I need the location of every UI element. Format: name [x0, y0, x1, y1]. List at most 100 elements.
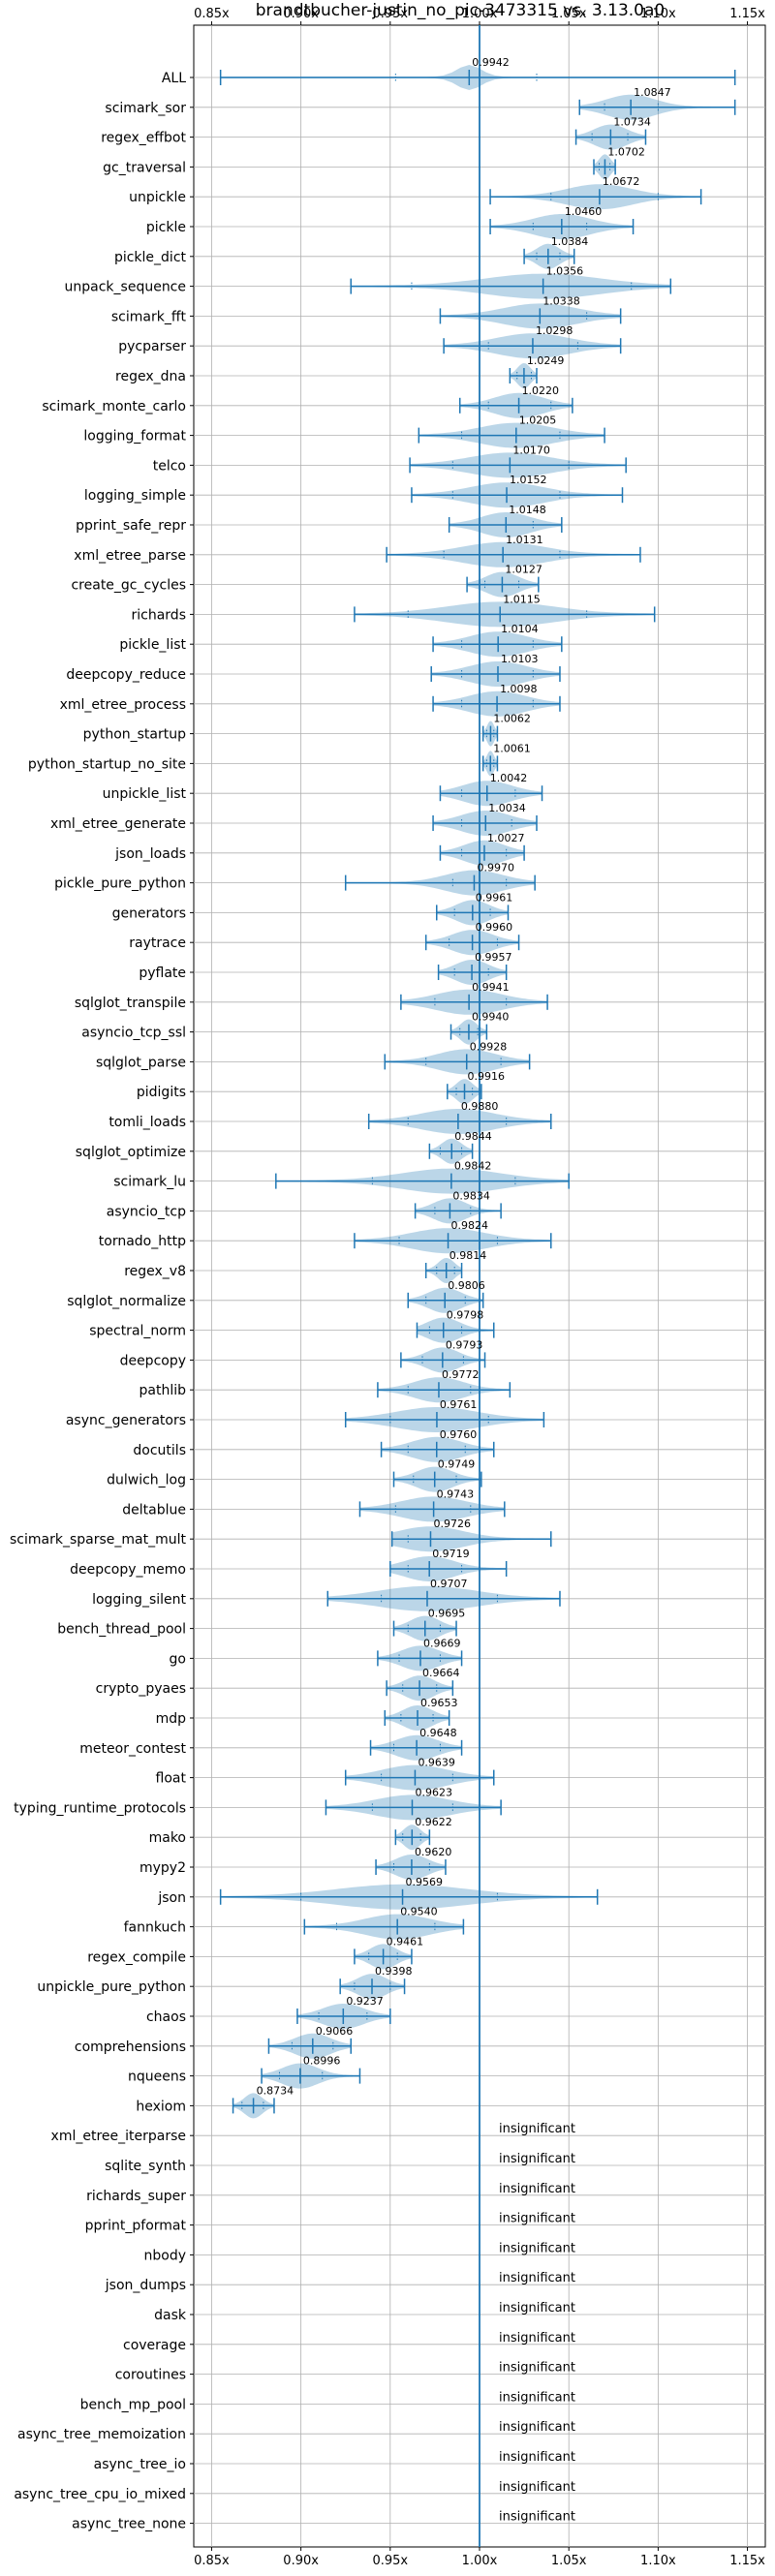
y-tick-label: xml_etree_process	[60, 697, 186, 713]
x-tick-label-top: 0.95x	[372, 7, 408, 21]
y-tick-label: richards_super	[86, 2189, 186, 2204]
violin-value-label: 1.0384	[551, 235, 589, 248]
violin-value-label: 0.9916	[468, 1070, 506, 1083]
violin-value-label: 0.9960	[476, 921, 513, 934]
insignificant-label: insignificant	[499, 2241, 575, 2255]
violin-value-label: 0.9961	[476, 891, 513, 904]
violin-value-label: 0.9798	[447, 1309, 484, 1322]
y-tick-label: pyflate	[139, 966, 186, 981]
violin-value-label: 0.9719	[432, 1548, 470, 1560]
y-tick-label: dulwich_log	[107, 1473, 186, 1488]
y-tick-label: async_tree_memoization	[17, 2427, 186, 2442]
violin-value-label: 0.9957	[475, 951, 512, 964]
y-tick-label: pathlib	[140, 1383, 187, 1398]
violin-value-label: 1.0127	[505, 564, 542, 576]
y-tick-label: sqlglot_normalize	[67, 1294, 186, 1309]
violin-value-label: 1.0152	[510, 474, 547, 486]
y-tick-label: tomli_loads	[108, 1115, 186, 1130]
y-tick-label: asyncio_tcp_ssl	[81, 1026, 186, 1041]
y-tick-label: float	[156, 1771, 187, 1787]
x-tick-label-bottom: 0.95x	[372, 2554, 408, 2568]
violin-value-label: 1.0042	[490, 772, 528, 784]
violin-value-label: 0.9824	[451, 1219, 489, 1232]
y-tick-label: fannkuch	[124, 1920, 186, 1936]
violin-value-label: 0.8996	[303, 2055, 341, 2068]
violin-value-label: 1.0061	[493, 742, 531, 754]
y-tick-label: tornado_http	[99, 1234, 186, 1249]
tick-layer: 0.85x 0.85x 0.90x 0.90x 0.95x 0.95x 1.00x 1.00x…	[10, 7, 765, 2568]
y-tick-label: async_tree_cpu_io_mixed	[14, 2487, 186, 2502]
insignificant-label: insignificant	[499, 2212, 575, 2226]
violin-value-label: 1.0062	[493, 713, 531, 725]
violin-value-label: 1.0847	[634, 86, 671, 99]
x-tick-label-top: 1.00x	[462, 7, 498, 21]
insignificant-label: insignificant	[499, 2390, 575, 2405]
x-tick-label-bottom: 1.05x	[551, 2554, 587, 2568]
violin-value-label: 1.0702	[607, 145, 645, 158]
x-tick-label-top: 1.10x	[640, 7, 676, 21]
y-tick-label: pycparser	[118, 339, 186, 354]
x-tick-label-top: 1.05x	[551, 7, 587, 21]
violin-value-label: 0.9772	[442, 1368, 480, 1381]
violin-value-label: 1.0115	[503, 593, 541, 605]
y-tick-label: logging_silent	[92, 1592, 186, 1608]
y-tick-label: pprint_pformat	[85, 2219, 187, 2234]
y-tick-label: pickle_pure_python	[54, 876, 186, 892]
y-tick-label: hexiom	[136, 2099, 186, 2114]
violin-value-label: 0.9622	[415, 1816, 452, 1828]
x-tick-label-bottom: 1.15x	[729, 2554, 765, 2568]
y-tick-label: gc_traversal	[103, 160, 186, 175]
insignificant-label: insignificant	[499, 2152, 575, 2166]
y-tick-label: sqlite_synth	[105, 2159, 186, 2174]
y-tick-label: logging_format	[83, 429, 186, 445]
y-tick-label: xml_etree_parse	[74, 548, 186, 564]
y-tick-label: json_loads	[114, 846, 186, 862]
violin-value-label: 0.9844	[454, 1130, 492, 1143]
violin-value-label: 0.9695	[428, 1608, 466, 1620]
y-tick-label: go	[170, 1651, 186, 1667]
y-tick-label: dask	[154, 2308, 187, 2323]
y-tick-label: python_startup_no_site	[28, 756, 186, 772]
violin-value-label: 0.9749	[438, 1458, 476, 1471]
violin-value-label: 0.9793	[446, 1338, 483, 1351]
y-tick-label: unpickle_list	[103, 786, 187, 802]
violin-value-label: 0.9834	[452, 1189, 490, 1202]
y-tick-label: mako	[149, 1830, 186, 1846]
y-tick-label: typing_runtime_protocols	[14, 1800, 186, 1816]
y-tick-label: deepcopy	[120, 1353, 186, 1368]
y-tick-label: logging_simple	[84, 488, 186, 504]
violin-value-label: 1.0170	[512, 444, 550, 456]
violin-layer	[219, 65, 736, 2119]
y-tick-label: raytrace	[129, 935, 186, 951]
violin-value-label: 0.9726	[433, 1518, 471, 1530]
y-tick-label: async_generators	[66, 1413, 186, 1428]
violin-value-label: 0.9669	[423, 1637, 461, 1649]
y-tick-label: sqlglot_transpile	[75, 996, 186, 1011]
violin-value-label: 1.0356	[546, 265, 584, 278]
insignificant-label: insignificant	[499, 2450, 575, 2465]
y-tick-label: docutils	[133, 1443, 186, 1458]
y-tick-label: nbody	[144, 2248, 187, 2263]
y-tick-label: json_dumps	[105, 2278, 186, 2293]
violin-value-label: 0.9761	[440, 1398, 478, 1411]
y-tick-label: async_tree_none	[72, 2517, 186, 2532]
violin-value-label: 0.9842	[454, 1160, 492, 1173]
y-tick-label: deltablue	[122, 1502, 186, 1518]
y-tick-label: scimark_sparse_mat_mult	[10, 1532, 186, 1548]
y-tick-label: crypto_pyaes	[96, 1681, 186, 1697]
y-tick-label: scimark_lu	[113, 1175, 186, 1190]
x-tick-label-bottom: 1.00x	[462, 2554, 498, 2568]
y-tick-label: regex_dna	[115, 369, 186, 384]
violin-value-label: 0.9942	[472, 56, 510, 69]
y-tick-label: bench_mp_pool	[80, 2397, 186, 2412]
y-tick-label: xml_etree_generate	[50, 816, 186, 832]
violin-value-label: 0.9940	[472, 1011, 510, 1024]
x-tick-label-top: 0.85x	[194, 7, 230, 21]
y-tick-label: nqueens	[128, 2070, 186, 2085]
y-tick-label: regex_compile	[87, 1949, 186, 1965]
violin-value-label: 0.9398	[375, 1965, 413, 1978]
y-tick-label: python_startup	[83, 727, 186, 743]
violin-value-label: 1.0027	[487, 832, 525, 844]
violin-value-label: 1.0734	[613, 116, 651, 129]
